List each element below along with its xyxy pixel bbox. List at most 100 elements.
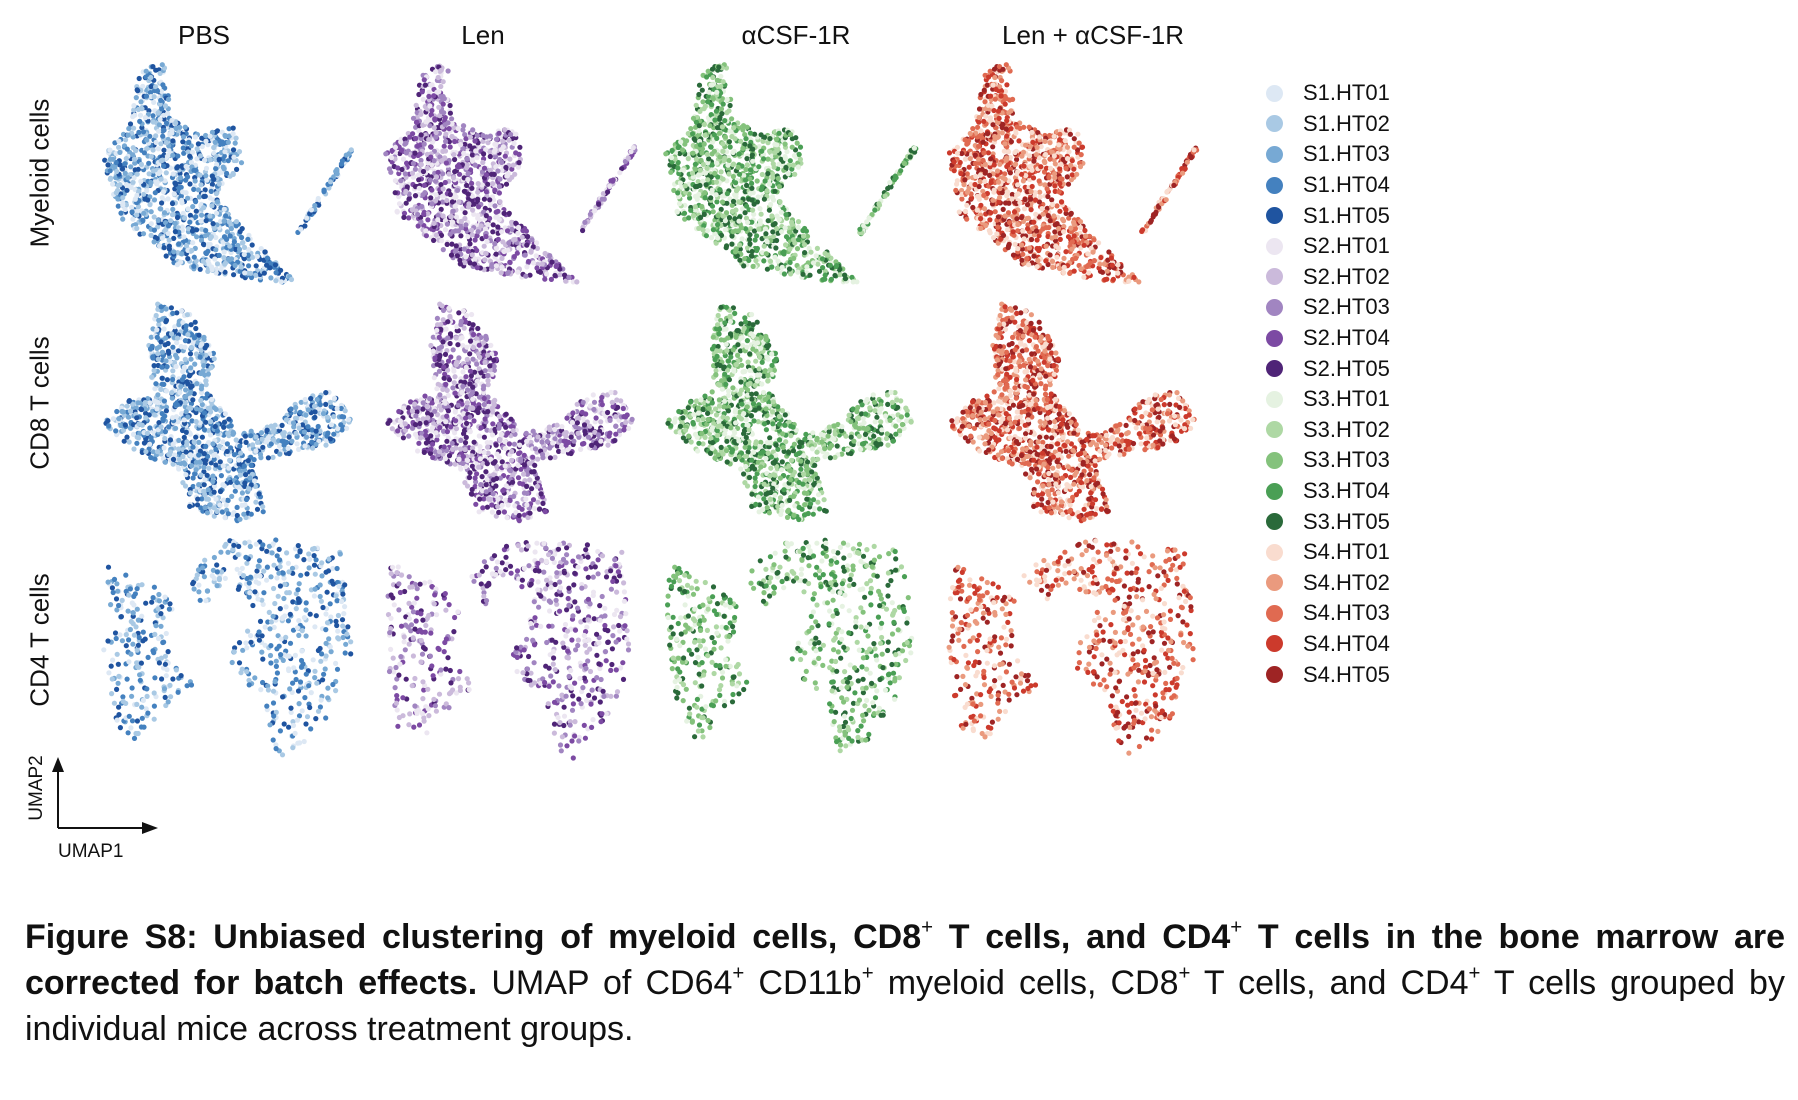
point (630, 145, 636, 151)
point (243, 496, 250, 503)
point (274, 670, 280, 676)
point (592, 208, 598, 214)
point (436, 104, 442, 110)
point (270, 454, 276, 460)
point (181, 234, 187, 240)
point (151, 94, 157, 100)
point (129, 209, 135, 215)
point (416, 440, 422, 446)
point (469, 252, 475, 258)
point (173, 363, 179, 370)
point (155, 635, 162, 642)
point (154, 345, 160, 351)
point (447, 110, 453, 116)
point (193, 467, 199, 473)
point (339, 617, 346, 623)
point (134, 415, 140, 421)
point (280, 431, 286, 437)
point (268, 660, 274, 666)
point (131, 125, 137, 131)
point (326, 556, 332, 562)
point (234, 504, 240, 510)
point (442, 227, 449, 233)
point (607, 417, 613, 423)
point (445, 68, 451, 74)
point (327, 399, 333, 405)
point (406, 215, 412, 221)
point (444, 197, 450, 204)
point (327, 436, 333, 442)
point (235, 242, 241, 249)
point (433, 174, 440, 180)
point (245, 628, 251, 634)
point (428, 195, 434, 201)
point (166, 424, 172, 430)
point (218, 549, 224, 555)
point (229, 493, 235, 499)
point (521, 471, 527, 477)
point (440, 79, 446, 85)
point (246, 486, 252, 492)
point (254, 439, 261, 445)
point (167, 682, 173, 689)
point (117, 632, 123, 638)
point (421, 182, 427, 188)
point (286, 590, 292, 596)
point (184, 442, 190, 448)
point (214, 261, 221, 267)
point (239, 226, 245, 232)
point (474, 265, 480, 271)
point (248, 574, 254, 580)
point (226, 465, 232, 471)
point (173, 425, 179, 431)
point (144, 693, 150, 700)
point (129, 693, 135, 699)
point (432, 116, 438, 122)
point (178, 184, 184, 190)
point (149, 599, 155, 605)
point (138, 178, 144, 184)
point (469, 185, 475, 191)
point (127, 121, 134, 127)
point (109, 676, 115, 682)
point (340, 591, 346, 597)
point (545, 433, 551, 439)
point (392, 178, 398, 184)
point (294, 553, 300, 559)
point (499, 502, 505, 508)
point (196, 582, 202, 588)
point (169, 127, 175, 133)
point (131, 103, 137, 109)
point (260, 542, 266, 548)
point (236, 484, 242, 490)
point (208, 234, 214, 240)
point (416, 177, 422, 183)
point (517, 144, 523, 150)
point (140, 629, 146, 635)
point (333, 593, 339, 599)
point (324, 589, 330, 595)
point (176, 446, 182, 452)
point (303, 607, 309, 613)
point (335, 635, 341, 641)
point (441, 110, 447, 116)
point (495, 168, 501, 174)
point (281, 595, 287, 602)
point (552, 454, 558, 460)
point (246, 580, 252, 586)
point (217, 408, 224, 414)
point (306, 565, 312, 571)
point (442, 122, 448, 128)
point (415, 448, 421, 454)
point (339, 158, 345, 164)
point (114, 717, 120, 723)
point (173, 352, 179, 358)
point (338, 422, 344, 428)
point (211, 452, 217, 458)
point (162, 661, 168, 667)
point (261, 568, 267, 574)
point (500, 239, 506, 245)
point (128, 651, 134, 657)
point (315, 423, 321, 430)
point (143, 415, 149, 421)
